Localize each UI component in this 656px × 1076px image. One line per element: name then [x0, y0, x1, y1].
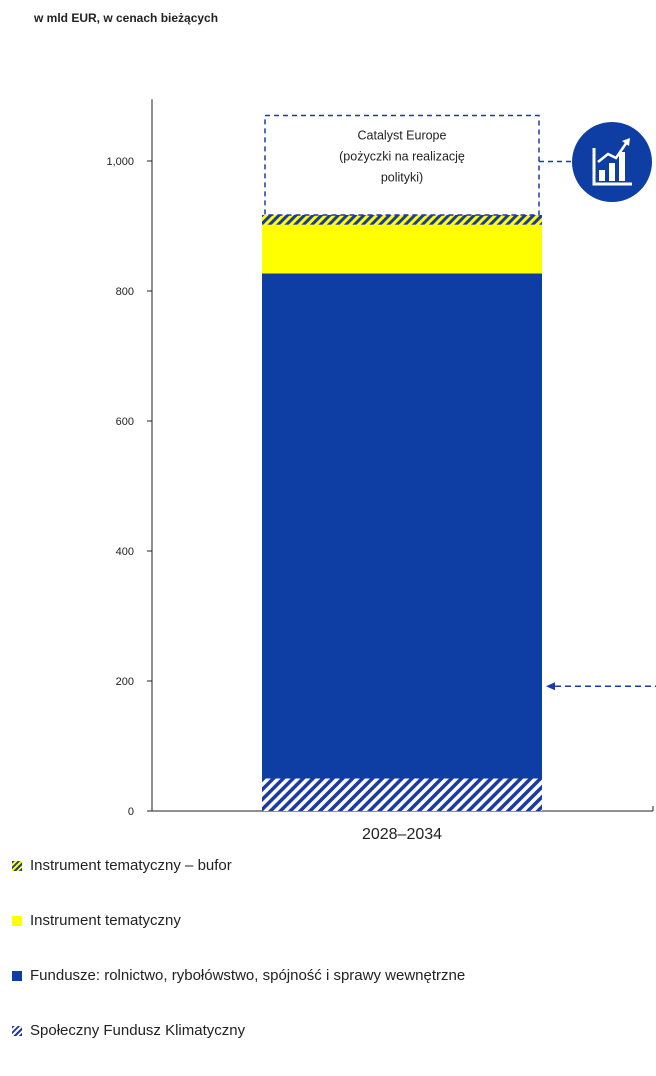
growth-chart-icon: [572, 122, 652, 202]
legend-item: Społeczny Fundusz Klimatyczny: [10, 1021, 656, 1041]
icon-arrow-head: [622, 138, 630, 146]
icon-bar: [599, 170, 605, 181]
bar-segment-0: [262, 778, 542, 811]
icon-trend-line: [597, 141, 629, 163]
bar-segment-1: [262, 273, 542, 779]
y-tick-label: 400: [116, 546, 134, 558]
y-tick-label: 800: [116, 286, 134, 298]
catalyst-europe-box: [264, 114, 540, 216]
legend-item: Instrument tematyczny – bufor: [10, 856, 656, 876]
legend-label: Instrument tematyczny: [30, 912, 181, 929]
legend-swatch: [12, 916, 22, 926]
y-tick-label: 200: [116, 676, 134, 688]
legend-label: Fundusze: rolnictwo, rybołówstwo, spójno…: [30, 967, 466, 984]
icon-axes: [592, 148, 632, 186]
legend-item: Fundusze: rolnictwo, rybołówstwo, spójno…: [10, 966, 656, 986]
legend-label: Instrument tematyczny – bufor: [30, 857, 232, 874]
icon-bar: [609, 163, 615, 181]
annotation-text-line: polityki): [381, 171, 423, 185]
arrow-head: [546, 682, 555, 691]
legend-item: Instrument tematyczny: [10, 911, 656, 931]
legend-swatch: [12, 1026, 22, 1036]
legend-label: Społeczny Fundusz Klimatyczny: [30, 1022, 246, 1039]
y-tick-label: 1,000: [106, 156, 134, 168]
bar-segment-2: [262, 224, 542, 274]
y-tick-label: 0: [128, 806, 134, 818]
icon-bar: [619, 152, 625, 181]
annotation-text-line: (pożyczki na realizację: [339, 150, 465, 164]
legend-swatch: [12, 861, 22, 871]
stacked-bar-chart: 0 200 400 600 800 1,000 2028–2034 Catalyst Euro…: [106, 99, 656, 843]
legend-swatch: [12, 971, 22, 981]
x-category-label: 2028–2034: [362, 826, 442, 843]
legend: Instrument tematyczny – bufor Instrument …: [10, 856, 656, 1076]
y-tick-label: 600: [116, 416, 134, 428]
annotation-text-line: Catalyst Europe: [358, 129, 447, 143]
unit-label: w mld EUR, w cenach bieżących: [34, 11, 219, 25]
bar-segment-3: [262, 214, 542, 225]
